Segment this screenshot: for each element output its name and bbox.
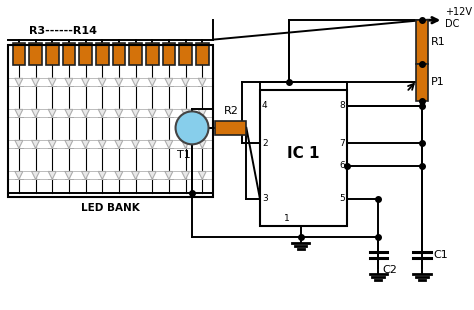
Polygon shape [132,78,139,86]
Polygon shape [32,140,39,148]
Bar [163,43,175,65]
Polygon shape [198,171,206,179]
Text: C2: C2 [382,265,397,275]
Polygon shape [99,78,106,86]
Polygon shape [15,78,23,86]
Bar [416,64,428,101]
Polygon shape [148,109,156,117]
Polygon shape [182,78,190,86]
Circle shape [175,111,209,144]
Text: 8: 8 [339,101,345,110]
Polygon shape [148,140,156,148]
Polygon shape [48,78,56,86]
Text: R1: R1 [431,37,446,47]
Text: +12V
DC: +12V DC [445,7,472,29]
Bar [196,43,209,65]
Text: R2: R2 [223,106,238,116]
Polygon shape [48,171,56,179]
Polygon shape [165,140,173,148]
Text: 1: 1 [284,214,290,223]
Text: T1: T1 [177,150,191,160]
Polygon shape [82,140,90,148]
Bar [79,43,92,65]
Polygon shape [165,109,173,117]
Polygon shape [132,171,139,179]
Polygon shape [165,78,173,86]
Polygon shape [165,171,173,179]
Text: 6: 6 [339,161,345,170]
Text: C1: C1 [434,250,448,260]
Text: 2: 2 [262,139,267,148]
Polygon shape [32,109,39,117]
Polygon shape [32,78,39,86]
Polygon shape [198,109,206,117]
Polygon shape [48,140,56,148]
Polygon shape [182,140,190,148]
Text: 4: 4 [262,101,267,110]
Bar [129,43,142,65]
Text: R3------R14: R3------R14 [29,26,97,36]
Polygon shape [115,109,123,117]
Polygon shape [15,109,23,117]
Polygon shape [115,78,123,86]
Text: IC 1: IC 1 [287,146,320,161]
Bar [63,43,75,65]
Polygon shape [198,140,206,148]
Bar [179,43,192,65]
Bar [416,20,428,64]
Polygon shape [132,109,139,117]
Bar [215,121,246,135]
Polygon shape [148,171,156,179]
Polygon shape [65,109,73,117]
Polygon shape [115,140,123,148]
Polygon shape [65,140,73,148]
Bar [46,43,59,65]
Polygon shape [82,171,90,179]
Polygon shape [32,171,39,179]
Text: 5: 5 [339,194,345,203]
Polygon shape [15,140,23,148]
Text: 3: 3 [262,194,268,203]
Polygon shape [65,78,73,86]
Text: P1: P1 [431,77,445,87]
Bar [8,45,213,197]
Polygon shape [82,109,90,117]
Polygon shape [65,171,73,179]
Polygon shape [115,171,123,179]
Bar [29,43,42,65]
Bar [146,43,158,65]
Polygon shape [99,171,106,179]
Polygon shape [148,78,156,86]
Bar [13,43,25,65]
Polygon shape [48,109,56,117]
Bar [260,90,347,226]
Bar [113,43,125,65]
Polygon shape [15,171,23,179]
Polygon shape [182,171,190,179]
Polygon shape [82,78,90,86]
Polygon shape [99,140,106,148]
Text: LED BANK: LED BANK [81,202,140,213]
Text: 7: 7 [339,139,345,148]
Polygon shape [198,78,206,86]
Polygon shape [99,109,106,117]
Bar [96,43,109,65]
Polygon shape [182,109,190,117]
Polygon shape [132,140,139,148]
